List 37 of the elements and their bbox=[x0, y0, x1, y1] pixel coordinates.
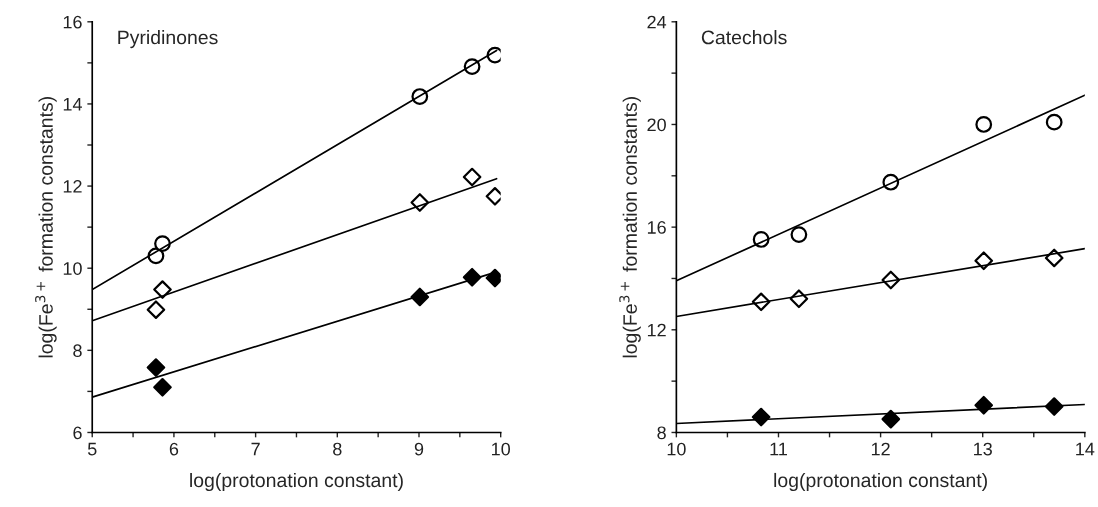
point bbox=[974, 251, 994, 271]
y-tick-label: 20 bbox=[647, 118, 666, 132]
y-tick-label: 12 bbox=[647, 323, 666, 337]
y-tick-label: 8 bbox=[657, 426, 666, 440]
y-tick-label: 10 bbox=[63, 262, 82, 275]
x-axis-title: log(protonation constant) bbox=[774, 472, 987, 492]
x-tick-label: 6 bbox=[169, 442, 179, 456]
point bbox=[146, 358, 166, 377]
point bbox=[153, 280, 172, 299]
point bbox=[146, 300, 166, 320]
x-tick-label: 11 bbox=[770, 442, 787, 456]
point bbox=[974, 395, 994, 415]
x-tick-label: 10 bbox=[667, 442, 686, 456]
x-tick-label: 9 bbox=[414, 442, 424, 456]
y-axis-title: log(Fe$^{3+}$ formation constants) bbox=[35, 97, 57, 358]
chart-title: Catechols bbox=[701, 30, 787, 45]
point bbox=[153, 377, 172, 397]
y-axis-title: log(Fe$^{3+}$ formation constants) bbox=[619, 97, 641, 358]
y-tick-label: 16 bbox=[647, 221, 666, 234]
point bbox=[881, 409, 901, 429]
y-tick-label: 12 bbox=[63, 180, 82, 193]
y-tick-label: 6 bbox=[73, 426, 82, 440]
x-axis-title: log(protonation constant) bbox=[190, 472, 403, 492]
x-tick-label: 5 bbox=[87, 442, 97, 456]
y-tick-label: 24 bbox=[647, 15, 667, 29]
chart-title: Pyridinones bbox=[118, 30, 218, 49]
x-tick-label: 12 bbox=[871, 442, 890, 456]
x-tick-label: 7 bbox=[251, 442, 260, 456]
y-tick-label: 16 bbox=[63, 15, 82, 29]
y-tick-label: 8 bbox=[73, 344, 82, 358]
y-tick-label: 14 bbox=[63, 98, 82, 111]
point bbox=[462, 167, 482, 187]
x-tick-label: 14 bbox=[1076, 442, 1095, 456]
x-tick-label: 8 bbox=[333, 442, 342, 456]
point bbox=[1044, 248, 1064, 268]
x-tick-label: 13 bbox=[974, 442, 992, 456]
x-tick-label: 10 bbox=[492, 442, 511, 456]
